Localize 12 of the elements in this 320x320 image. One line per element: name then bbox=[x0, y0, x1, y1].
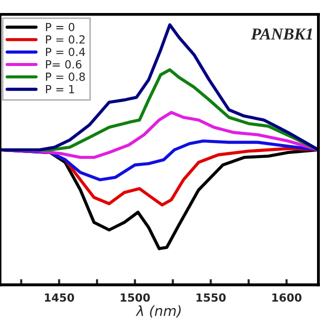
x-tick-label: 1600 bbox=[272, 293, 302, 302]
annotation: PANBK1 bbox=[250, 28, 312, 40]
legend-label: P = 0.8 bbox=[46, 72, 85, 81]
legend-label: P = 0.4 bbox=[46, 48, 86, 56]
legend-label: P= 0.6 bbox=[46, 60, 82, 69]
x-axis-title: λ (nm) bbox=[136, 305, 181, 318]
x-tick-label: 1550 bbox=[196, 293, 226, 302]
legend-label: P = 0.2 bbox=[46, 35, 85, 44]
legend-label: P = 1 bbox=[46, 85, 74, 94]
legend-label: P = 0 bbox=[46, 22, 74, 32]
x-tick-label: 1450 bbox=[44, 293, 74, 302]
x-tick-label: 1500 bbox=[120, 293, 150, 302]
